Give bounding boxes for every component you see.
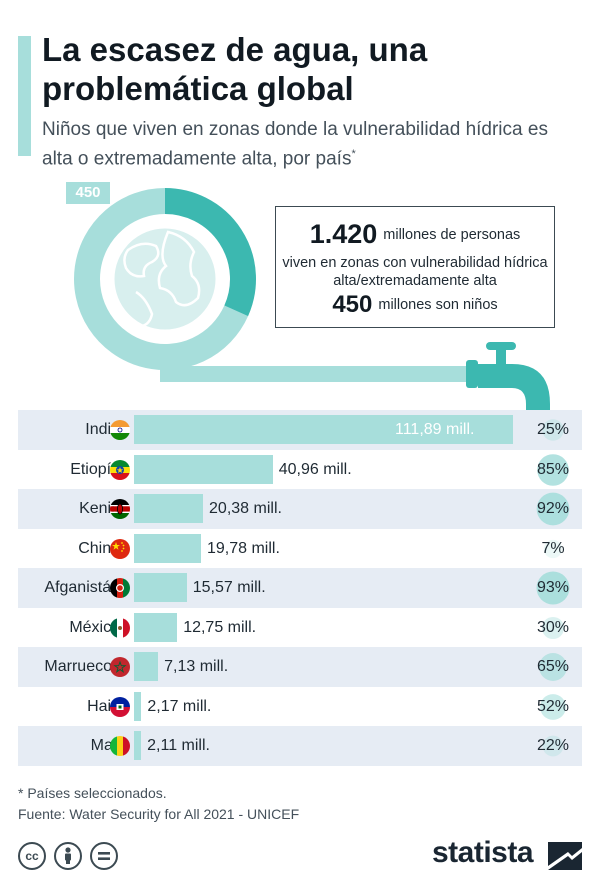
bar-chart: India 111,89 mill. 25% Etiopía 40,96 mill. 85…: [18, 410, 582, 766]
footnote: * Países seleccionados.: [18, 785, 167, 801]
bar-value-label: 111,89 mill.: [395, 421, 475, 438]
bar: [134, 691, 142, 721]
mali-flag-icon: [110, 736, 130, 756]
percent-label: 30%: [536, 618, 570, 636]
percent-circle: [542, 735, 564, 757]
by-icon: [54, 842, 82, 870]
percent-circle: [543, 539, 563, 558]
bar-value-label: 40,96 mill.: [278, 460, 352, 478]
info-total-value: 1.420: [309, 219, 378, 249]
percent-label: 22%: [536, 737, 570, 754]
statista-logo-text: statista: [432, 836, 534, 869]
bar-row: China 19,78 mill. 7%: [18, 529, 582, 569]
bar: [134, 652, 159, 681]
category-label: China: [78, 539, 120, 557]
bar-row: Marruecos 7,13 mill. 65%: [18, 647, 582, 687]
nd-icon: [90, 842, 118, 870]
percent-circle: [539, 653, 567, 681]
bar: [134, 533, 201, 563]
statista-logo-mark-icon: [548, 842, 582, 870]
info-children-text: millones son niños: [378, 297, 498, 313]
haiti-flag-icon: [110, 696, 130, 717]
bar: [134, 731, 142, 760]
bar-row: Haití 2,17 mill. 52%: [18, 687, 582, 727]
info-total-text: millones de personas: [383, 226, 521, 243]
kenya-flag-icon: [110, 499, 130, 519]
info-total-line: 1.420 millones de personas: [276, 219, 554, 250]
bar: [134, 573, 187, 602]
percent-circle: [540, 693, 566, 720]
bar-value-label: 2,11 mill.: [147, 737, 210, 754]
india-flag-icon: [110, 420, 130, 440]
bar-value-label: 15,57 mill.: [192, 579, 266, 596]
subtitle-text: Niños que viven en zonas donde la vulner…: [42, 119, 548, 170]
category-label: Kenia: [79, 500, 120, 517]
source-note: Fuente: Water Security for All 2021 - UN…: [18, 806, 300, 822]
morocco-flag-icon: [110, 657, 130, 677]
donut-segment-children: [164, 188, 256, 317]
bar-row: Mali 2,11 mill. 22%: [18, 726, 582, 766]
percent-label: 85%: [536, 460, 570, 478]
chart-subtitle: Niños que viven en zonas donde la vulner…: [42, 118, 582, 171]
info-children-value: 450: [332, 291, 373, 318]
bar-value-label: 2,17 mill.: [147, 697, 212, 715]
info-description: viven en zonas con vulnerabilidad hídric…: [282, 255, 548, 289]
bar-value-label: 20,38 mill.: [209, 500, 282, 517]
percent-label: 92%: [536, 500, 570, 517]
subtitle-footnote-marker: *: [351, 148, 356, 160]
percent-label: 52%: [536, 697, 570, 715]
info-children-line: 450 millones son niños: [276, 291, 554, 319]
bar-value-label: 12,75 mill.: [183, 618, 257, 636]
bar-row: Etiopía 40,96 mill. 85%: [18, 450, 582, 490]
chart-title: La escasez de agua, una problemática glo…: [42, 31, 428, 107]
mexico-flag-icon: [110, 617, 130, 638]
bar-value-label: 7,13 mill.: [164, 658, 229, 675]
china-flag-icon: [110, 538, 130, 559]
category-label: Marruecos: [44, 658, 120, 675]
bar-row: Kenia 20,38 mill. 92%: [18, 489, 582, 529]
percent-label: 25%: [536, 421, 570, 438]
bar: [134, 494, 204, 523]
bar: [134, 612, 178, 642]
percent-circle: [537, 453, 569, 486]
percent-circle: [536, 492, 570, 526]
globe-icon: [111, 225, 219, 333]
percent-circle: [536, 571, 570, 605]
ethiopia-flag-icon: [110, 459, 130, 480]
bar: [134, 454, 273, 484]
faucet-icon: [160, 342, 550, 410]
bar-row: India 111,89 mill. 25%: [18, 410, 582, 450]
bar-value-label: 19,78 mill.: [206, 539, 280, 557]
category-label: Afganistán: [44, 579, 120, 596]
percent-label: 65%: [536, 658, 570, 675]
cc-icon: cc: [18, 842, 46, 870]
afghanistan-flag-icon: [110, 578, 130, 598]
percent-circle: [541, 616, 565, 639]
percent-circle: [542, 419, 564, 441]
info-box: 1.420 millones de personas viven en zonas…: [275, 206, 555, 328]
bar-row: México 12,75 mill. 30%: [18, 608, 582, 648]
donut-ring: [74, 188, 256, 370]
percent-label: 93%: [536, 579, 570, 596]
percent-label: 7%: [541, 539, 565, 557]
category-label: Etiopía: [70, 460, 120, 478]
title-accent-bar: [18, 36, 31, 156]
donut-badge: 450: [66, 182, 110, 204]
category-label: México: [69, 618, 120, 636]
bar-row: Afganistán 15,57 mill. 93%: [18, 568, 582, 608]
donut-segment-adults: [74, 188, 249, 370]
bar: [134, 415, 513, 444]
